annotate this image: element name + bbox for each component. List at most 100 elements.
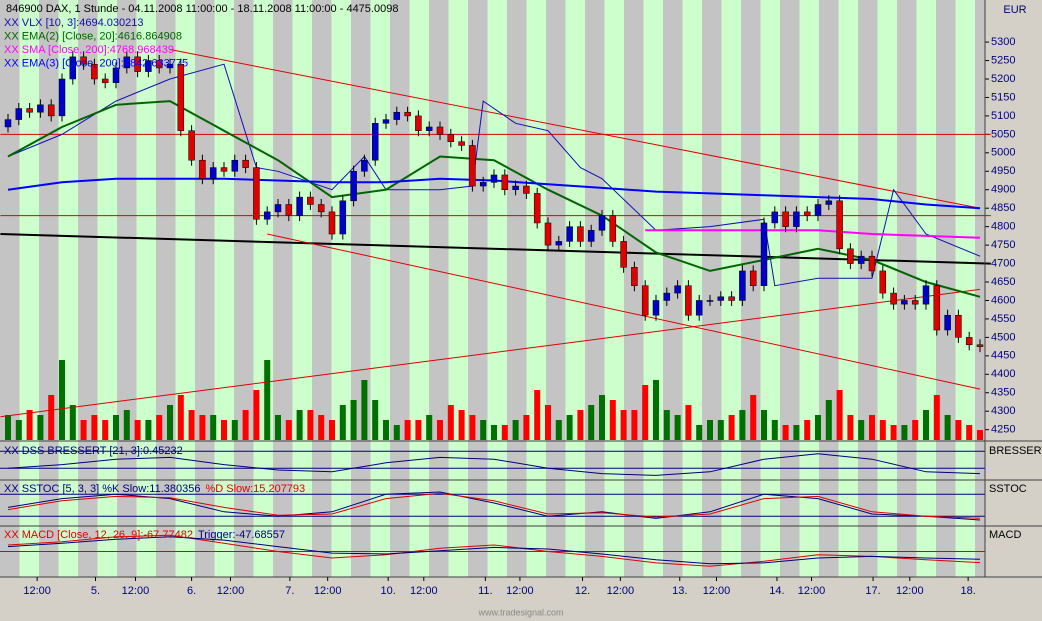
candle-body bbox=[47, 104, 55, 117]
x-tick-label: 12:00 bbox=[314, 585, 342, 597]
volume-bar bbox=[491, 425, 497, 440]
volume-bar bbox=[933, 395, 940, 440]
volume-bar bbox=[555, 420, 562, 440]
candle-body bbox=[544, 222, 552, 246]
y-tick-label: 4300 bbox=[991, 405, 1015, 417]
volume-bar bbox=[383, 420, 389, 440]
candle-body bbox=[274, 204, 282, 213]
volume-bar bbox=[372, 400, 379, 440]
candle-body bbox=[857, 255, 865, 264]
candle-body bbox=[447, 134, 455, 142]
stripe bbox=[448, 0, 468, 577]
candle-body bbox=[674, 285, 681, 294]
candle-body bbox=[253, 167, 260, 220]
legend-entry: %D Slow:15.207793 bbox=[205, 483, 305, 495]
volume-bar bbox=[674, 415, 681, 440]
candle-body bbox=[955, 314, 962, 338]
volume-bar bbox=[113, 415, 119, 440]
x-tick-label: 12:00 bbox=[23, 585, 51, 597]
volume-bar bbox=[361, 380, 368, 440]
y-tick-label: 4950 bbox=[991, 165, 1015, 177]
volume-bar bbox=[512, 420, 519, 440]
x-tick-label: 12:00 bbox=[122, 585, 150, 597]
x-tick-label: 12:00 bbox=[506, 585, 534, 597]
candle-body bbox=[177, 63, 185, 131]
candle-body bbox=[663, 292, 671, 301]
x-tick-label: 12:00 bbox=[896, 585, 924, 597]
indicator-line bbox=[7, 453, 981, 476]
volume-bar bbox=[545, 405, 551, 440]
volume-bar bbox=[253, 390, 260, 440]
candle-body bbox=[922, 285, 930, 305]
legend-entry: XX SMA [Close, 200]:4768.968439 bbox=[4, 44, 174, 56]
legend-entry: Trigger:-47.68557 bbox=[198, 529, 285, 541]
volume-bar bbox=[285, 420, 292, 440]
candle-body bbox=[145, 60, 152, 72]
stripe bbox=[19, 0, 39, 577]
chart-title: 846900 DAX, 1 Stunde - 04.11.2008 11:00:… bbox=[6, 3, 398, 15]
candle-body bbox=[868, 255, 876, 272]
indicator-line bbox=[7, 491, 981, 521]
indicator-line bbox=[7, 536, 981, 565]
volume-bar bbox=[717, 420, 724, 440]
stripe bbox=[858, 0, 878, 577]
y-tick-label: 4550 bbox=[991, 313, 1015, 325]
volume-bar bbox=[123, 410, 130, 440]
candle-body bbox=[847, 248, 854, 264]
volume-bar bbox=[426, 415, 433, 440]
volume-bar bbox=[102, 420, 109, 440]
y-tick-label: 4700 bbox=[991, 257, 1015, 269]
stripe bbox=[975, 0, 985, 577]
candle-body bbox=[123, 56, 131, 69]
volume-bar bbox=[167, 405, 173, 440]
candle-body bbox=[371, 123, 379, 161]
stripe bbox=[409, 0, 429, 577]
candle-body bbox=[209, 167, 217, 179]
volume-bar bbox=[631, 410, 638, 440]
volume-bar bbox=[69, 405, 76, 440]
y-tick-label: 4500 bbox=[991, 331, 1015, 343]
candle-body bbox=[577, 226, 584, 242]
volume-bar bbox=[707, 420, 713, 440]
volume-bar bbox=[663, 410, 670, 440]
y-tick-label: 4350 bbox=[991, 387, 1015, 399]
candle-body bbox=[199, 159, 206, 179]
volume-bar bbox=[804, 420, 811, 440]
x-tick-label: 12. bbox=[575, 585, 590, 597]
volume-bar bbox=[275, 415, 281, 440]
candle-body bbox=[393, 111, 401, 120]
candle-body bbox=[652, 300, 660, 316]
volume-bar bbox=[761, 410, 767, 440]
candle-body bbox=[620, 241, 627, 268]
volume-bar bbox=[26, 410, 33, 440]
candle-body bbox=[523, 185, 530, 194]
candle-body bbox=[134, 56, 141, 72]
y-tick-label: 4400 bbox=[991, 368, 1015, 380]
volume-bar bbox=[5, 415, 11, 440]
volume-bar bbox=[728, 415, 735, 440]
volume-bar bbox=[599, 395, 605, 440]
candle-body bbox=[814, 204, 822, 216]
volume-bar bbox=[825, 400, 832, 440]
candle-body bbox=[155, 60, 163, 69]
candle-body bbox=[404, 111, 411, 117]
candle-body bbox=[425, 126, 433, 131]
x-tick-label: 12:00 bbox=[410, 585, 438, 597]
candle-body bbox=[317, 204, 325, 213]
volume-bar bbox=[901, 425, 908, 440]
indicator-line bbox=[7, 534, 981, 567]
y-tick-label: 5150 bbox=[991, 91, 1015, 103]
x-tick-label: 12:00 bbox=[703, 585, 731, 597]
candle-body bbox=[361, 159, 368, 172]
x-tick-label: 12:00 bbox=[607, 585, 635, 597]
volume-bar bbox=[480, 420, 487, 440]
legend-entry: XX EMA(2) [Close, 20]:4616.864908 bbox=[4, 30, 182, 42]
volume-bar bbox=[80, 420, 87, 440]
candle-body bbox=[566, 226, 573, 242]
x-tick-label: 10. bbox=[381, 585, 396, 597]
candle-body bbox=[69, 56, 77, 80]
x-tick-label: 13. bbox=[672, 585, 687, 597]
candle-body bbox=[793, 211, 800, 227]
candle-body bbox=[782, 211, 789, 227]
